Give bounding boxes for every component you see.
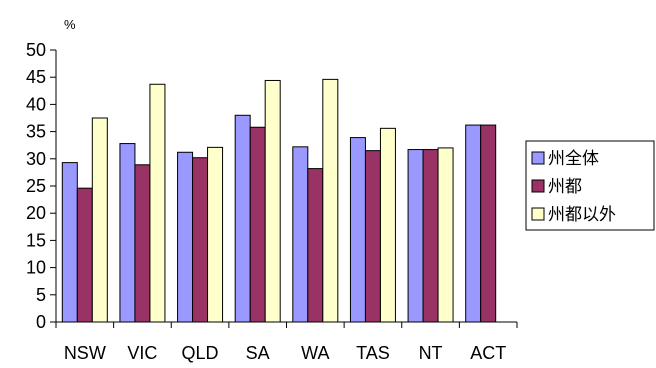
bar-sa-1 [249, 126, 266, 323]
x-category-label: VIC [127, 343, 157, 363]
bar-vic-0 [119, 143, 136, 323]
bar-nt-1 [422, 149, 439, 323]
bar-nsw-1 [76, 187, 93, 323]
legend-label: 州都以外 [548, 205, 616, 224]
y-tick-label: 10 [26, 258, 46, 278]
bar-wa-1 [307, 168, 324, 323]
bar-vic-2 [149, 83, 166, 323]
x-category-label: WA [301, 343, 329, 363]
bar-tas-2 [379, 127, 396, 323]
bar-nsw-0 [61, 162, 78, 323]
legend-swatch [531, 179, 545, 193]
x-category-label: SA [246, 343, 270, 363]
bar-qld-1 [192, 157, 209, 323]
bar-qld-0 [177, 151, 194, 323]
y-tick-label: 45 [26, 67, 46, 87]
bar-vic-1 [134, 164, 151, 323]
bar-qld-2 [207, 146, 224, 323]
bar-sa-0 [234, 114, 251, 323]
legend-box [525, 140, 655, 231]
bar-tas-0 [349, 137, 366, 323]
legend-label: 州都 [548, 177, 582, 196]
y-tick-label: 30 [26, 149, 46, 169]
y-tick-label: 25 [26, 176, 46, 196]
y-tick-label: 40 [26, 94, 46, 114]
bar-wa-2 [322, 78, 339, 323]
y-tick-label: 50 [26, 40, 46, 60]
legend-swatch [531, 207, 545, 221]
y-tick-label: 5 [36, 285, 46, 305]
bar-act-1 [480, 124, 497, 323]
x-category-label: NT [419, 343, 443, 363]
x-category-label: ACT [470, 343, 506, 363]
x-category-label: TAS [356, 343, 390, 363]
y-axis-ticks: 0 5 10 15 20 25 30 35 40 45 50 [26, 40, 56, 332]
y-tick-label: 35 [26, 122, 46, 142]
legend-label: 州全体 [548, 149, 599, 168]
bar-nsw-2 [91, 117, 108, 323]
bars [61, 78, 497, 323]
legend-swatch [531, 151, 545, 165]
bar-wa-0 [292, 146, 309, 323]
x-category-label: QLD [182, 343, 219, 363]
bar-nt-2 [437, 147, 454, 323]
x-axis-category-labels: NSW VIC QLD SA WA TAS NT ACT [64, 343, 506, 363]
bar-nt-0 [407, 149, 424, 323]
y-axis-unit-label: % [64, 17, 76, 32]
bar-tas-1 [364, 150, 381, 323]
y-tick-label: 15 [26, 230, 46, 250]
y-tick-label: 0 [36, 312, 46, 332]
bar-act-0 [465, 124, 482, 323]
axes [55, 50, 518, 328]
y-tick-label: 20 [26, 203, 46, 223]
bar-sa-2 [264, 79, 281, 323]
x-category-label: NSW [64, 343, 106, 363]
